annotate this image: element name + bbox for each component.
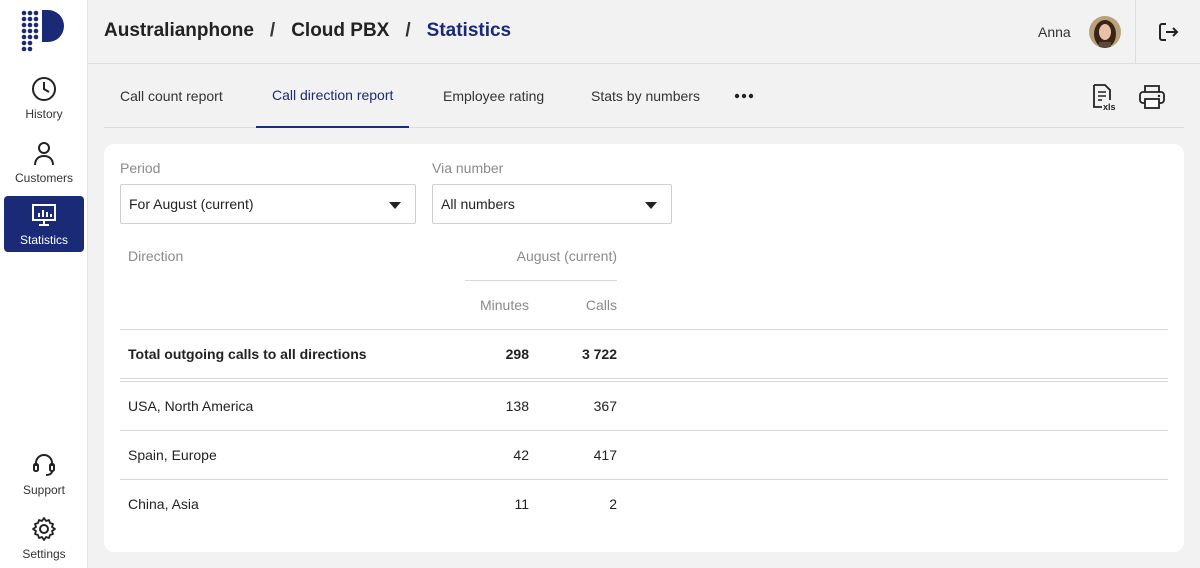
sidebar-item-label: Settings	[22, 547, 66, 561]
sidebar-item-settings[interactable]: Settings	[4, 510, 84, 566]
table-divider	[120, 479, 1168, 480]
sidebar-item-label: Statistics	[19, 233, 68, 247]
total-calls: 3 722	[581, 346, 617, 362]
more-icon[interactable]	[734, 86, 754, 106]
row-calls: 367	[593, 398, 617, 414]
report-card: Period For August (current) Via number A…	[104, 144, 1184, 552]
total-minutes: 298	[505, 346, 529, 362]
period-value: For August (current)	[129, 196, 254, 212]
breadcrumb-separator: /	[269, 20, 276, 41]
logout-icon[interactable]	[1156, 20, 1180, 44]
breadcrumb-item[interactable]: Australianphone	[104, 20, 254, 41]
top-header: Australianphone / Cloud PBX / Statistics…	[88, 0, 1200, 64]
minutes-column-header: Minutes	[479, 297, 529, 313]
row-minutes: 42	[513, 447, 529, 463]
tab-stats-by-numbers[interactable]: Stats by numbers	[591, 88, 700, 104]
sidebar-item-label: Support	[22, 483, 66, 497]
direction-column-header: Direction	[128, 248, 184, 264]
person-icon	[31, 140, 57, 166]
sidebar-item-label: History	[25, 107, 63, 121]
export-xls-icon[interactable]: xls	[1090, 83, 1118, 111]
tab-call-count-report[interactable]: Call count report	[120, 88, 223, 104]
breadcrumb-current: Statistics	[426, 20, 512, 41]
period-column-header: August (current)	[516, 248, 617, 264]
monitor-chart-icon	[31, 202, 57, 228]
via-number-select[interactable]: All numbers	[432, 184, 672, 224]
table-divider	[120, 329, 1168, 330]
breadcrumb-item[interactable]: Cloud PBX	[291, 20, 390, 41]
print-icon[interactable]	[1138, 83, 1166, 111]
clock-icon	[31, 76, 57, 102]
table-divider	[120, 378, 1168, 379]
breadcrumb: Australianphone / Cloud PBX / Statistics	[104, 20, 511, 42]
sidebar-item-history[interactable]: History	[4, 70, 84, 126]
row-direction: USA, North America	[128, 398, 254, 414]
user-name[interactable]: Anna	[1038, 24, 1071, 40]
sidebar-item-customers[interactable]: Customers	[4, 134, 84, 190]
breadcrumb-separator: /	[405, 20, 411, 41]
sidebar: History Customers Statistics Support Set…	[0, 0, 88, 568]
row-direction: Spain, Europe	[128, 447, 217, 463]
table-divider	[120, 381, 1168, 382]
chevron-down-icon	[389, 202, 401, 209]
svg-text:xls: xls	[1103, 102, 1116, 111]
total-direction: Total outgoing calls to all directions	[128, 346, 367, 362]
header-divider	[1135, 0, 1136, 64]
avatar[interactable]	[1089, 16, 1121, 48]
chevron-down-icon	[645, 202, 657, 209]
row-minutes: 11	[514, 496, 529, 512]
row-minutes: 138	[505, 398, 529, 414]
calls-column-header: Calls	[585, 297, 617, 313]
sidebar-item-label: Customers	[14, 171, 73, 185]
period-label: Period	[120, 160, 161, 176]
sidebar-item-support[interactable]: Support	[4, 446, 84, 502]
header-divider	[465, 280, 617, 281]
via-number-label: Via number	[432, 160, 504, 176]
sidebar-item-statistics[interactable]: Statistics	[4, 196, 84, 252]
tab-employee-rating[interactable]: Employee rating	[443, 88, 545, 104]
table-divider	[120, 430, 1168, 431]
via-number-value: All numbers	[441, 196, 515, 212]
gear-icon	[31, 516, 57, 542]
company-logo[interactable]	[20, 10, 68, 54]
report-tabs: Call count report Call direction report …	[104, 64, 1184, 128]
row-calls: 2	[609, 496, 617, 512]
row-direction: China, Asia	[128, 496, 199, 512]
headset-icon	[31, 452, 57, 478]
row-calls: 417	[593, 447, 617, 463]
tab-call-direction-report[interactable]: Call direction report	[256, 64, 410, 128]
period-select[interactable]: For August (current)	[120, 184, 416, 224]
